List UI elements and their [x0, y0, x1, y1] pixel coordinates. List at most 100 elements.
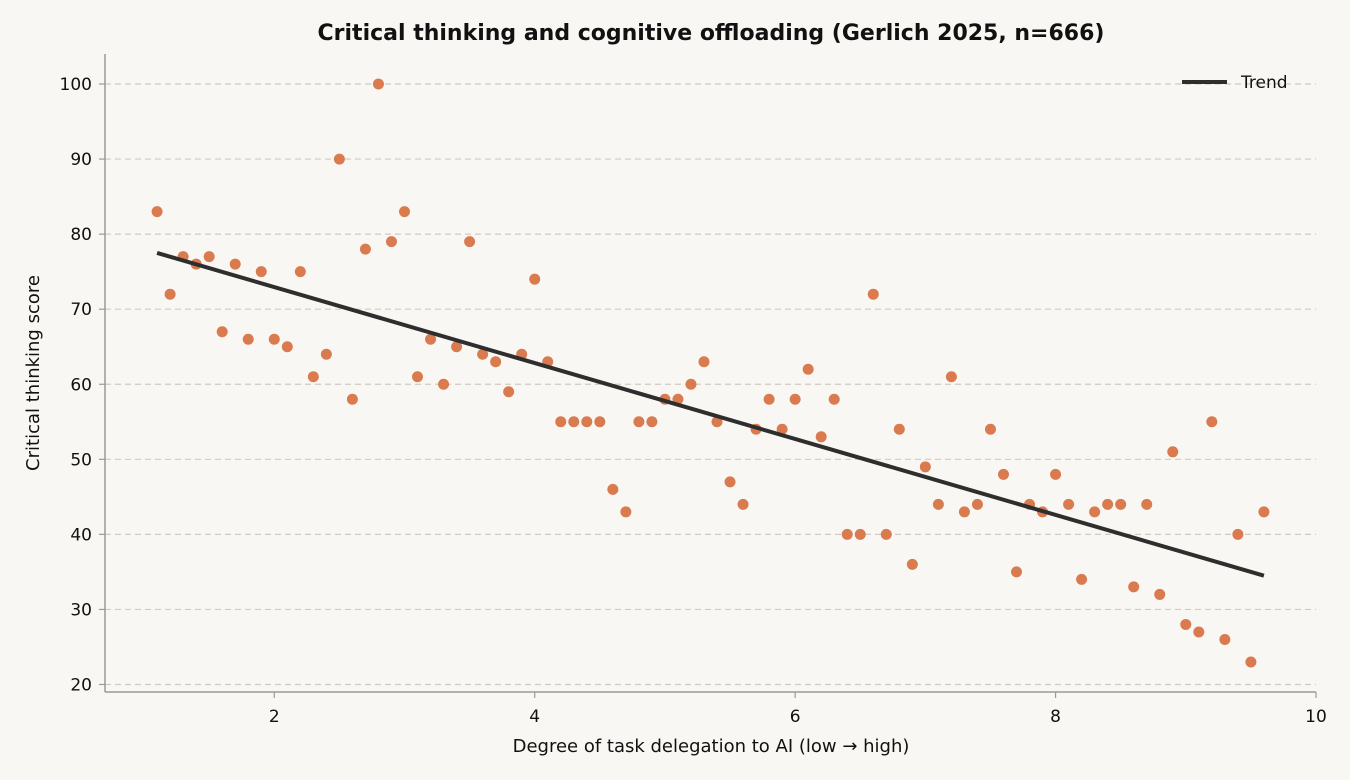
y-tick-label: 90	[70, 150, 92, 170]
data-point	[294, 266, 306, 278]
data-point	[425, 333, 437, 345]
data-point	[724, 476, 736, 488]
data-point	[945, 371, 957, 383]
data-point	[763, 393, 775, 405]
data-point	[867, 288, 879, 300]
data-point	[1258, 506, 1270, 518]
y-axis-label: Critical thinking score	[23, 275, 44, 471]
data-point	[346, 393, 358, 405]
data-point	[1063, 498, 1075, 510]
data-point	[151, 206, 163, 218]
data-point	[906, 558, 918, 570]
data-point	[1128, 581, 1140, 593]
data-point	[320, 348, 332, 360]
data-point	[698, 356, 710, 368]
data-point	[1102, 498, 1114, 510]
data-point	[255, 266, 267, 278]
data-point	[984, 423, 996, 435]
data-point	[841, 528, 853, 540]
data-point	[1219, 633, 1231, 645]
data-point	[568, 416, 580, 428]
y-tick-label: 20	[70, 675, 92, 695]
data-point	[581, 416, 593, 428]
data-point	[1232, 528, 1244, 540]
data-point	[607, 483, 619, 495]
data-point	[1206, 416, 1218, 428]
trend-line-group	[156, 250, 1265, 578]
data-point	[789, 393, 801, 405]
data-point	[281, 341, 293, 353]
x-axis-label: Degree of task delegation to AI (low → h…	[513, 736, 910, 757]
data-point	[242, 333, 254, 345]
data-point	[802, 363, 814, 375]
data-point	[1050, 468, 1062, 480]
x-tick-label: 10	[1305, 707, 1327, 727]
data-point	[216, 326, 228, 338]
data-point	[880, 528, 892, 540]
x-tick-label: 4	[529, 707, 540, 727]
data-point	[268, 333, 280, 345]
data-point	[398, 206, 410, 218]
data-point	[685, 378, 697, 390]
x-tick-label: 2	[269, 707, 280, 727]
data-point	[372, 78, 384, 90]
data-point	[503, 386, 515, 398]
y-tick-label: 30	[70, 600, 92, 620]
data-point	[307, 371, 319, 383]
data-point	[854, 528, 866, 540]
data-point	[971, 498, 983, 510]
x-tick-label: 8	[1050, 707, 1061, 727]
data-point	[1115, 498, 1127, 510]
data-points	[151, 78, 1270, 668]
data-point	[620, 506, 632, 518]
data-point	[229, 258, 241, 270]
data-point	[1154, 588, 1166, 600]
data-point	[932, 498, 944, 510]
data-point	[919, 461, 931, 473]
data-point	[997, 468, 1009, 480]
data-point	[555, 416, 567, 428]
y-tick-label: 60	[70, 375, 92, 395]
data-point	[385, 236, 397, 248]
data-point	[438, 378, 450, 390]
trend-line	[156, 250, 1265, 578]
data-point	[776, 423, 788, 435]
data-point	[451, 341, 463, 353]
data-point	[477, 348, 489, 360]
data-point	[1076, 573, 1088, 585]
data-point	[1011, 566, 1023, 578]
data-point	[529, 273, 541, 285]
axes: 20 30 40 50 60 70 80 90 100 2 4 6 8 10	[60, 54, 1327, 727]
data-point	[958, 506, 970, 518]
data-point	[1141, 498, 1153, 510]
grid	[105, 83, 1316, 686]
y-tick-label: 70	[70, 300, 92, 320]
data-point	[412, 371, 424, 383]
data-point	[1245, 656, 1257, 668]
y-tick-label: 50	[70, 450, 92, 470]
x-tick-label: 6	[790, 707, 801, 727]
data-point	[828, 393, 840, 405]
y-tick-label: 40	[70, 525, 92, 545]
data-point	[1180, 618, 1192, 630]
data-point	[815, 431, 827, 443]
data-point	[633, 416, 645, 428]
data-point	[594, 416, 606, 428]
data-point	[737, 498, 749, 510]
data-point	[333, 153, 345, 165]
data-point	[490, 356, 502, 368]
data-point	[359, 243, 371, 255]
data-point	[646, 416, 658, 428]
y-tick-label: 100	[60, 75, 92, 95]
data-point	[164, 288, 176, 300]
data-point	[1193, 626, 1205, 638]
data-point	[464, 236, 476, 248]
legend: Trend	[1182, 73, 1288, 93]
legend-trend-label: Trend	[1240, 73, 1288, 93]
y-tick-label: 80	[70, 225, 92, 245]
data-point	[203, 251, 215, 263]
data-point	[1167, 446, 1179, 458]
data-point	[1089, 506, 1101, 518]
